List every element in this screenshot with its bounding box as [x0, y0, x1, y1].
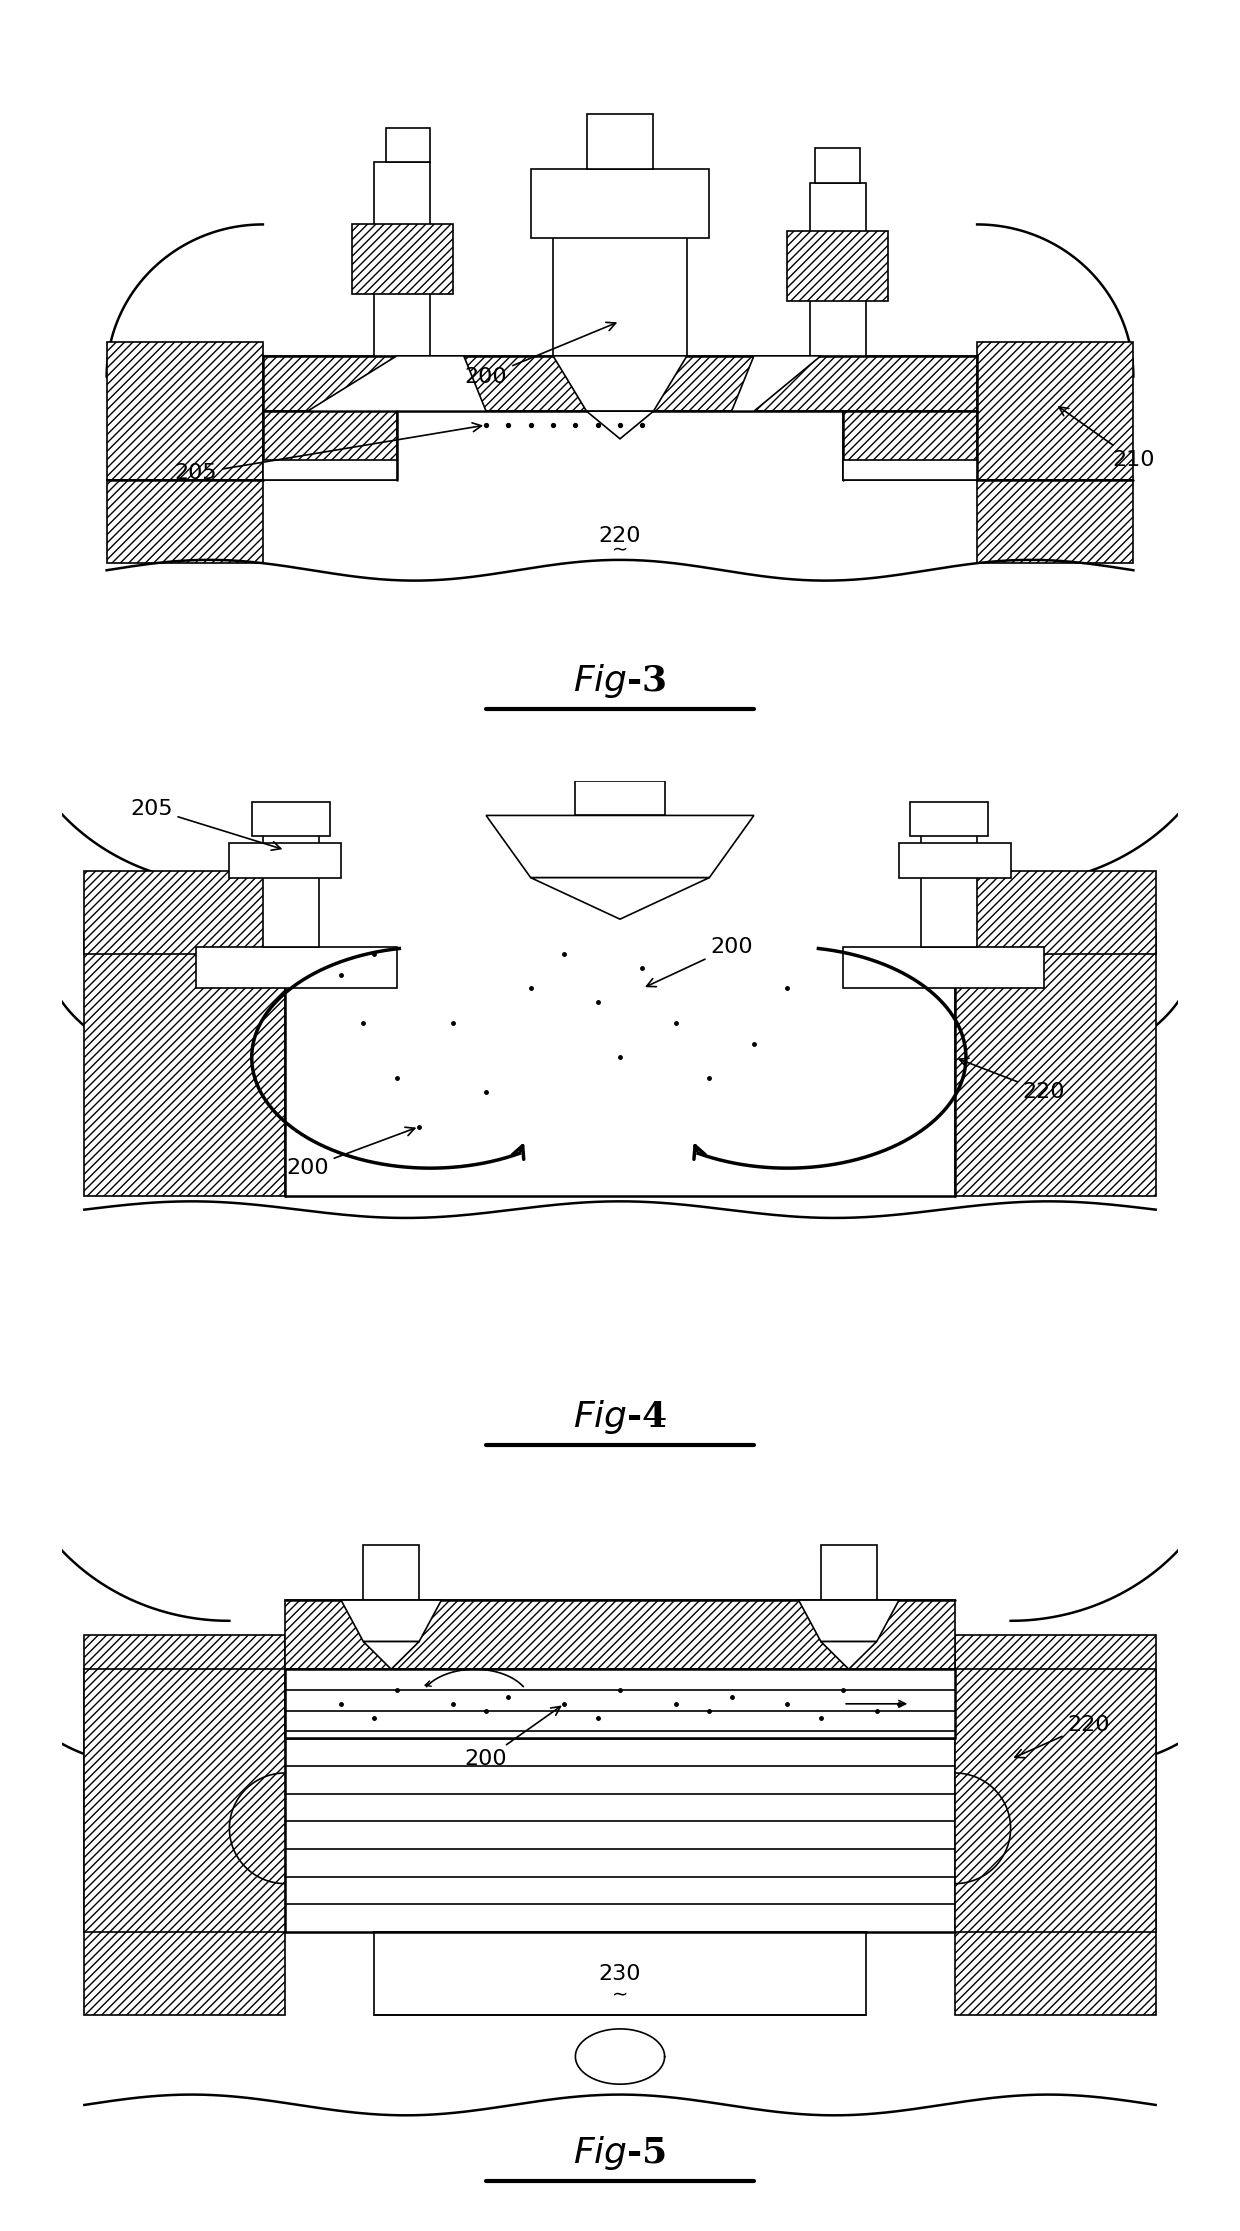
Bar: [84, 1635, 285, 2015]
Bar: [810, 183, 866, 355]
Polygon shape: [341, 1600, 441, 1642]
Bar: [107, 480, 263, 562]
Text: 200: 200: [465, 321, 616, 386]
Bar: [107, 341, 263, 480]
Bar: [229, 843, 341, 877]
Bar: [285, 1669, 955, 1738]
Bar: [955, 1669, 1156, 1932]
Bar: [977, 480, 1133, 562]
Bar: [955, 933, 1156, 1196]
Polygon shape: [553, 355, 687, 411]
Text: ∼: ∼: [611, 1986, 629, 2003]
Polygon shape: [821, 1642, 877, 1669]
Bar: [899, 843, 1011, 877]
Bar: [816, 147, 861, 183]
Bar: [921, 823, 977, 946]
Bar: [553, 183, 687, 355]
Bar: [955, 870, 1156, 955]
Bar: [386, 127, 430, 163]
Text: 205: 205: [175, 424, 481, 484]
Text: $\it{Fig}$-3: $\it{Fig}$-3: [573, 663, 667, 701]
Bar: [587, 114, 653, 170]
Text: 220: 220: [599, 527, 641, 547]
Polygon shape: [363, 1642, 419, 1669]
Text: 210: 210: [1059, 406, 1154, 469]
Text: 230: 230: [599, 1963, 641, 1983]
Polygon shape: [799, 1600, 899, 1642]
Polygon shape: [587, 411, 653, 440]
Text: 200: 200: [286, 1127, 414, 1178]
Text: ∼: ∼: [611, 540, 629, 560]
Polygon shape: [308, 355, 486, 411]
Polygon shape: [843, 460, 977, 480]
Bar: [196, 946, 397, 988]
Bar: [575, 781, 665, 814]
Bar: [910, 801, 988, 837]
Text: 205: 205: [130, 799, 280, 850]
Text: 220: 220: [959, 1057, 1065, 1102]
Bar: [531, 170, 709, 239]
Bar: [352, 225, 453, 294]
Polygon shape: [263, 460, 397, 480]
Bar: [374, 1932, 866, 2015]
Bar: [84, 933, 285, 1196]
Text: $\it{Fig}$-5: $\it{Fig}$-5: [573, 2135, 667, 2173]
Bar: [977, 341, 1133, 480]
Bar: [363, 1544, 419, 1600]
Bar: [84, 870, 285, 955]
Bar: [285, 1600, 955, 1669]
Bar: [84, 1669, 285, 1932]
Bar: [263, 823, 319, 946]
Bar: [955, 1635, 1156, 2015]
Text: 220: 220: [1014, 1716, 1110, 1758]
Bar: [374, 163, 430, 355]
Text: $\it{Fig}$-4: $\it{Fig}$-4: [573, 1399, 667, 1437]
Polygon shape: [732, 355, 821, 411]
Bar: [843, 397, 977, 480]
Bar: [787, 232, 888, 301]
Bar: [252, 801, 330, 837]
Text: 200: 200: [646, 937, 753, 986]
Bar: [263, 355, 977, 411]
Polygon shape: [486, 814, 754, 877]
Polygon shape: [531, 877, 709, 919]
Bar: [263, 397, 397, 480]
Bar: [843, 946, 1044, 988]
Text: 200: 200: [465, 1707, 560, 1769]
Bar: [285, 1738, 955, 1932]
Bar: [821, 1544, 877, 1600]
